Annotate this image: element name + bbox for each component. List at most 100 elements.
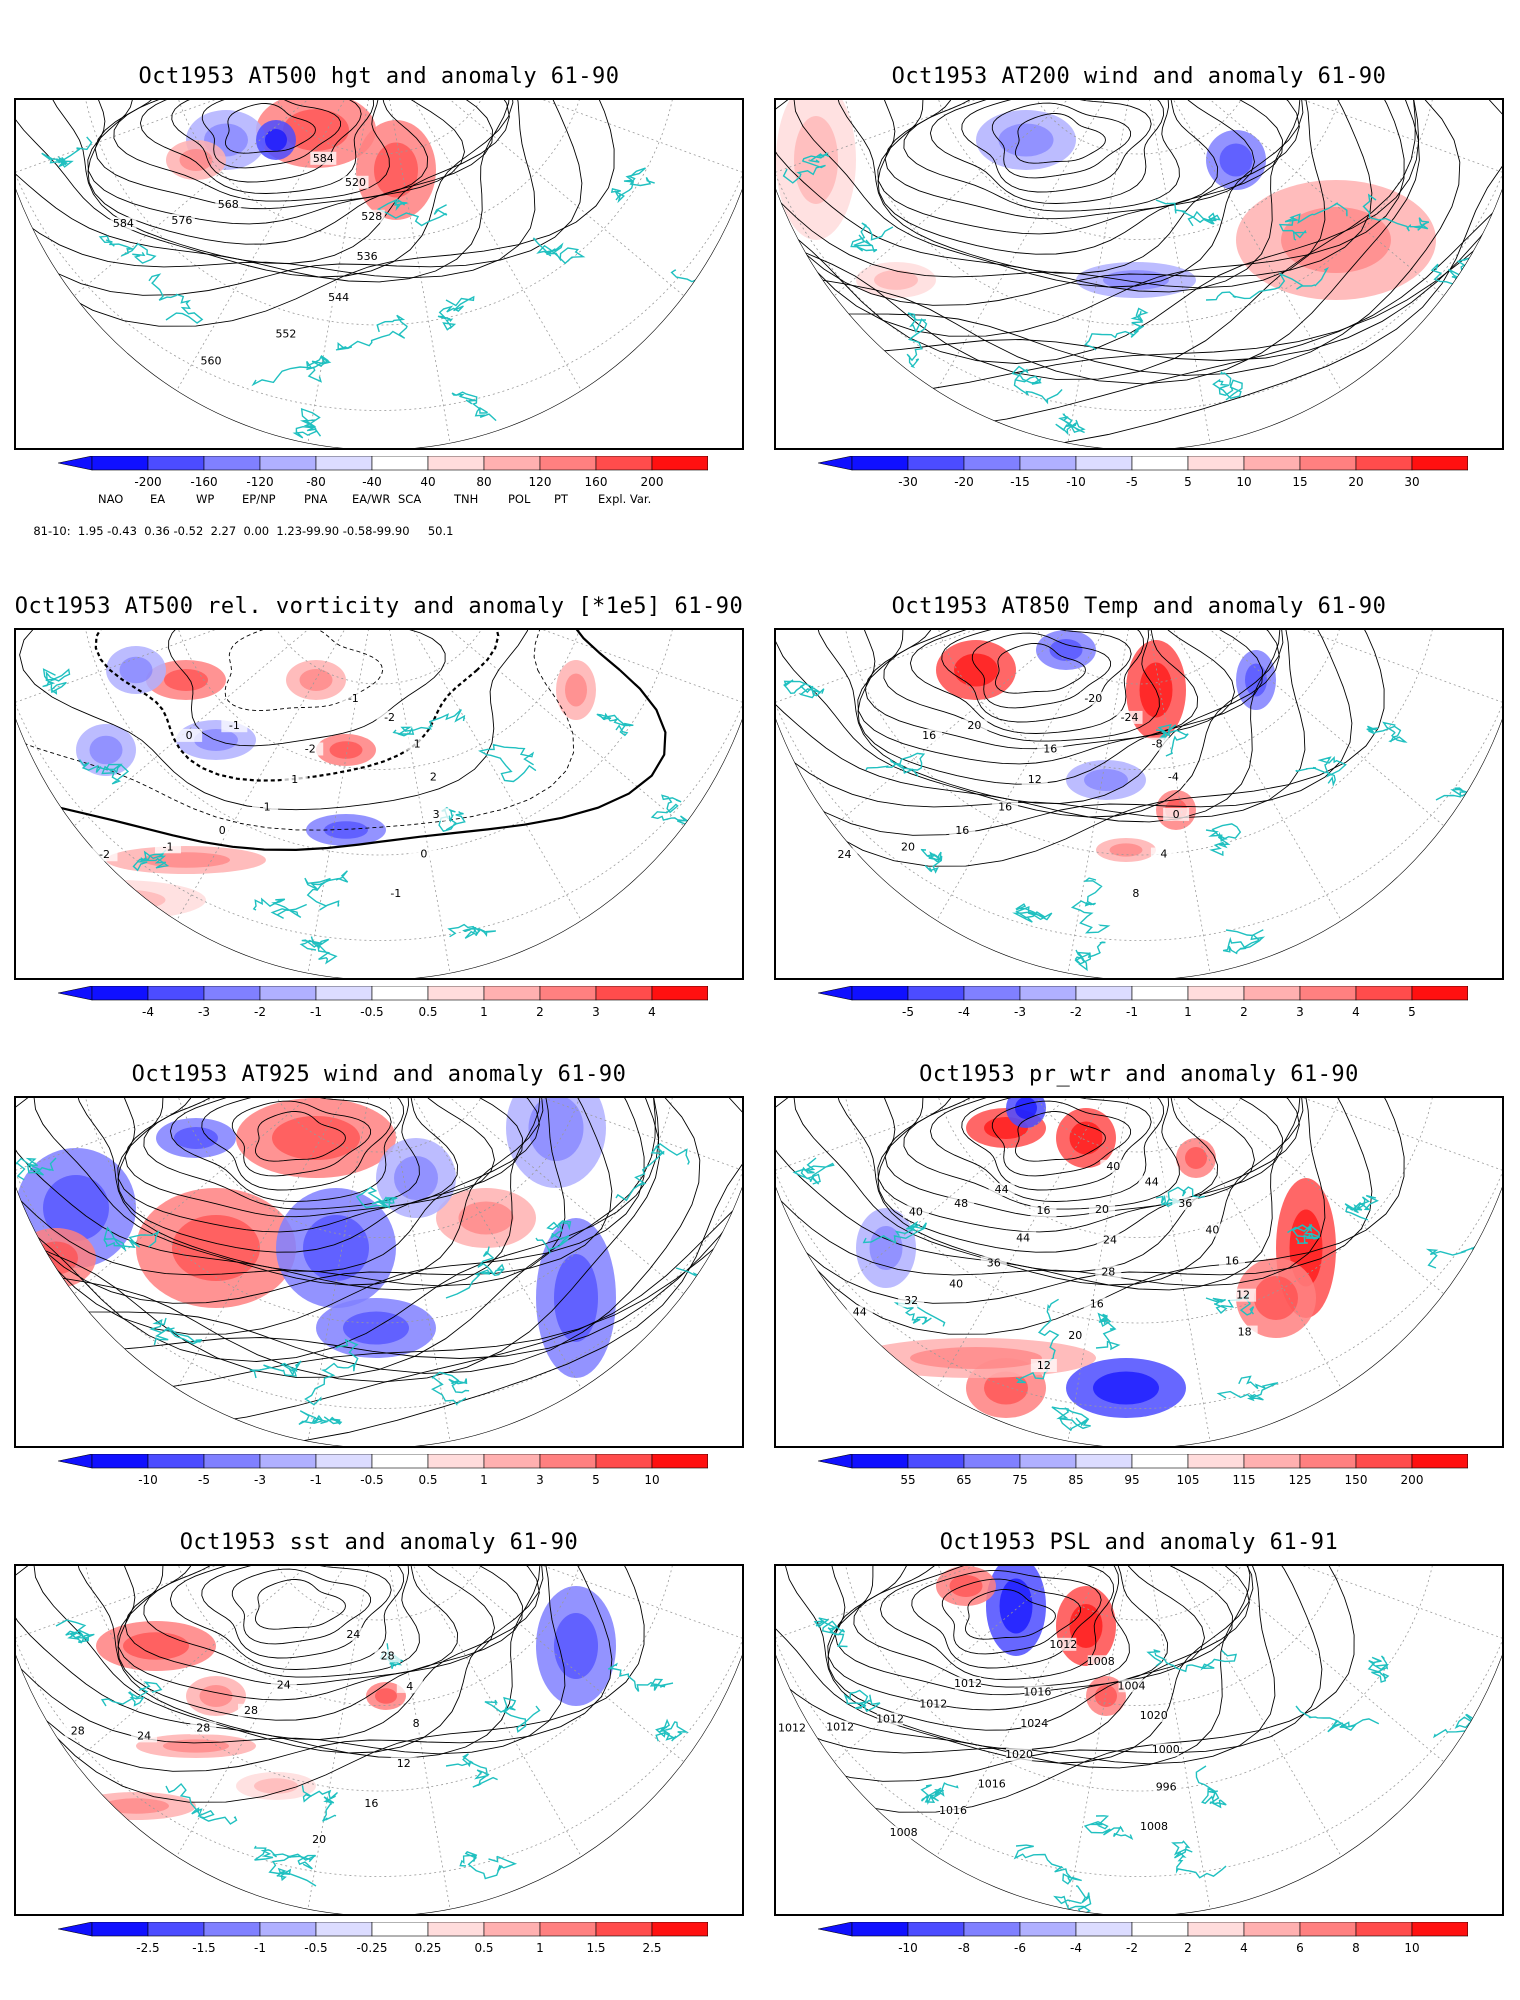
anomaly-shading-core (272, 1116, 360, 1160)
contour-line (124, 1098, 459, 1218)
colorbar-swatch (483, 455, 541, 471)
contour-label: 1020 (1140, 1709, 1168, 1722)
colorbar-swatch (315, 1921, 373, 1937)
contour-label-bg (1005, 1748, 1032, 1762)
colorbar-tick-label: 4 (1352, 1005, 1360, 1019)
coastline (1362, 193, 1430, 232)
colorbar-tick-label: 15 (1292, 475, 1307, 489)
colorbar-tick-label: 2 (1240, 1005, 1248, 1019)
colorbar-swatch (1187, 985, 1245, 1001)
contour-line (883, 630, 1160, 742)
contour-label-bg (1062, 1329, 1089, 1343)
anomaly-shading-core (374, 142, 418, 198)
colorbar-swatch (259, 985, 317, 1001)
contour-line (776, 100, 1502, 361)
colorbar-swatch (851, 455, 909, 471)
coastline (98, 235, 157, 264)
coastline (1155, 723, 1189, 757)
meridian (776, 100, 1140, 375)
meridian (16, 100, 380, 375)
contour-line (19, 630, 534, 811)
contour-label-bg (325, 290, 352, 304)
contour-label: 44 (1145, 1176, 1159, 1189)
contour-label-bg (1089, 1203, 1116, 1217)
contour-line (814, 630, 1280, 804)
colorbar-wind925: -10 -5 -3 -1 -0.5 0.5 1 3 5 10 (57, 1453, 743, 1492)
colorbar-tick-label: 0.5 (418, 1005, 437, 1019)
colorbar-arrow-left (817, 1921, 853, 1937)
colorbar-swatch (907, 1921, 965, 1937)
contour-label-bg (310, 151, 337, 165)
contour-line (776, 100, 1405, 337)
contour-label: 32 (904, 1294, 918, 1307)
map-psl: 1012 1008 1004 1020 1000 996 1008 1016 1024 1020 1… (774, 1564, 1504, 1916)
colorbar-tick-label: 80 (476, 475, 491, 489)
meridian (1138, 1098, 1230, 1446)
contour-label: 44 (995, 1183, 1009, 1196)
contour-label-bg (916, 728, 943, 742)
contour-label-bg (190, 1721, 217, 1735)
contour-label: -2 (99, 848, 110, 861)
map-vort500: -1 -2 1 2 3 0 -1 -2 1 -1 0 -1 -2 -1 0 (14, 628, 744, 980)
contour-line (991, 102, 1132, 179)
index-row-label: 81-10: (33, 524, 71, 538)
panel-title: Oct1953 AT200 wind and anomaly 61-90 (891, 64, 1387, 89)
anomaly-shading-core (1109, 843, 1143, 857)
colorbar-swatch (371, 1453, 429, 1469)
colorbar-tick-label: 0.5 (418, 1473, 437, 1487)
contour-label-bg (1199, 1223, 1226, 1237)
contour-label-bg (1141, 1819, 1168, 1833)
contour-line (903, 1098, 1180, 1210)
hemisphere-edge (776, 1654, 1502, 1914)
contour-label: 18 (1238, 1326, 1252, 1339)
contour-label-bg (390, 1757, 417, 1771)
contour-line (231, 1100, 372, 1177)
contour-line (87, 100, 465, 225)
colorbar-tick-label: -0.5 (304, 1941, 327, 1955)
meridian (378, 100, 742, 219)
colorbar-swatch (963, 455, 1021, 471)
contour-line (33, 1566, 544, 1754)
contour-line (44, 100, 510, 264)
contour-line (16, 1098, 613, 1304)
colorbar-swatch (963, 1453, 1021, 1469)
coastline (655, 1718, 690, 1742)
contour-label-bg (1118, 1679, 1145, 1693)
coastline (299, 936, 338, 965)
coastline (298, 1410, 343, 1426)
contour-label-bg (154, 840, 181, 854)
meridian (378, 630, 470, 978)
contour-label-bg (1030, 1359, 1057, 1373)
contour-label: 560 (201, 354, 222, 367)
contour-label: 996 (1156, 1781, 1177, 1794)
colorbar-swatch (1131, 455, 1189, 471)
colorbar-swatch (1299, 1453, 1357, 1469)
contour-line (776, 1566, 1251, 1769)
contour-label: 1004 (1118, 1679, 1146, 1692)
contour-label-bg (423, 807, 450, 821)
contour-line (776, 1566, 1323, 1782)
colorbar-swatch (427, 985, 485, 1001)
contour-label: -1 (229, 719, 240, 732)
contour-label-bg (779, 1721, 805, 1735)
colorbar-swatch (1019, 455, 1077, 471)
contour-label: 48 (954, 1197, 968, 1210)
map-content (16, 630, 742, 978)
contour-label-bg (404, 737, 431, 751)
colorbar-tick-label: 200 (641, 475, 664, 489)
contour-label: 1008 (1140, 1820, 1168, 1833)
panel-title: Oct1953 PSL and anomaly 61-91 (939, 1530, 1339, 1555)
anomaly-shading-core (1185, 1147, 1207, 1169)
coastline (132, 849, 170, 872)
contour-label: -4 (1168, 771, 1179, 784)
coastline (292, 407, 322, 439)
contour-line (74, 1566, 540, 1740)
coastline (906, 312, 928, 369)
meridian (776, 1566, 1140, 1685)
index-row-values: 1.95 -0.43 0.36 -0.52 2.27 0.00 1.23-99.… (77, 524, 454, 538)
colorbar-tick-label: 1.5 (586, 1941, 605, 1955)
contour-label-bg (297, 742, 324, 756)
panel-title: Oct1953 AT925 wind and anomaly 61-90 (131, 1062, 627, 1087)
coastline (1295, 756, 1347, 788)
contour-line (87, 100, 493, 245)
